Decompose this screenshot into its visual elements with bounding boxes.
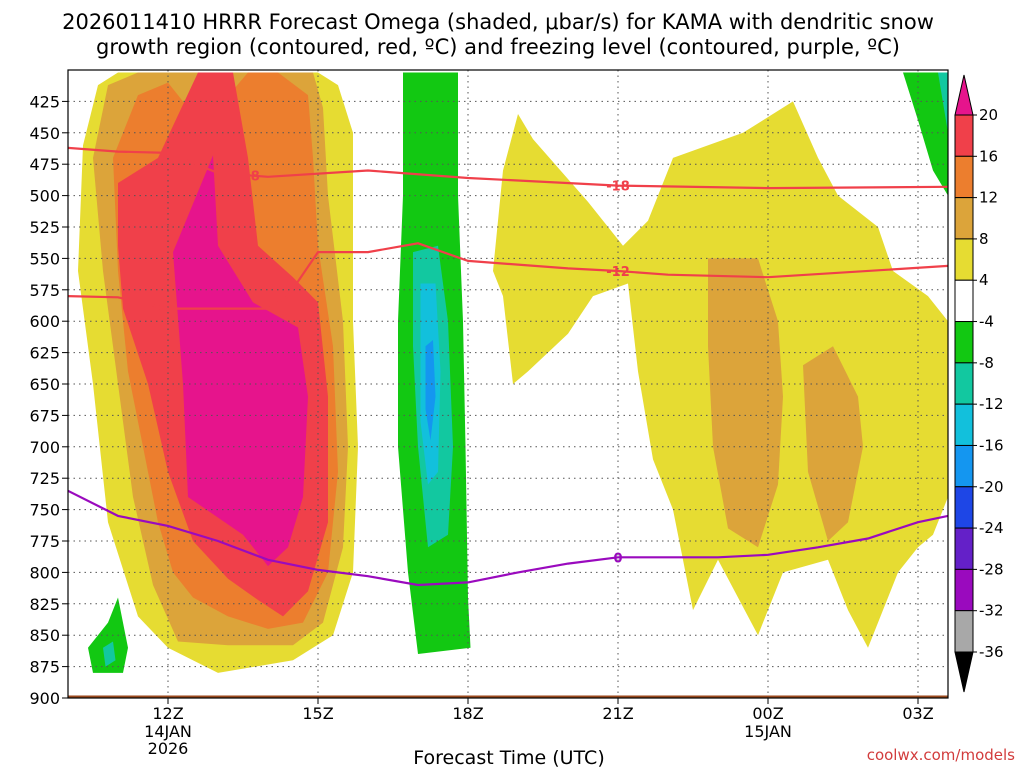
colorbar-label: -24 [979,519,1004,537]
colorbar-over-arrow [954,74,974,116]
colorbar-label: -4 [979,313,994,331]
x-tick-label-21Z: 21Z [602,704,633,723]
shade-omega-ge-8-late [708,258,783,548]
colorbar-band [954,486,974,529]
x-tick-label-18Z: 18Z [452,704,483,723]
y-tick-label-650: 650 [29,375,60,394]
x-tick-sublabel: 15JAN [744,722,792,741]
y-tick-label-575: 575 [29,281,60,300]
x-tick-label-03Z: 03Z [902,704,933,723]
contour-label-freezing-level-0: 0 [613,551,622,566]
plot-content: -18 -18 -12 -1 0 [68,70,948,698]
y-tick-label-775: 775 [29,532,60,551]
colorbar: 20 16 12 8 4 -4 -8 -12 -16 -20 -24 -28 -32 -36 [954,74,1004,693]
colorbar-band [954,238,974,281]
plot-area: -18 -18 -12 -1 0 425 450 475 500 525 550 575 600 625 6… [29,69,949,758]
contour-dendritic-minus12 [68,242,948,310]
colorbar-label: 20 [979,106,998,124]
colorbar-label: -36 [979,643,1004,661]
y-tick-label-825: 825 [29,595,60,614]
y-tick-label-900: 900 [29,689,60,708]
credit-text: coolwx.com/models [867,746,1015,764]
y-tick-label-625: 625 [29,344,60,363]
contour-freezing-level-0 [68,489,948,587]
x-tick-label-00Z: 00Z [752,704,783,723]
y-tick-label-675: 675 [29,406,60,425]
colorbar-band [954,527,974,570]
colorbar-label: 4 [979,271,989,289]
colorbar-band [954,197,974,240]
colorbar-label: -20 [979,478,1004,496]
contour-label-dendritic-minus12: -1 [151,300,165,315]
contour-label-dendritic-minus18: -18 [606,180,630,195]
colorbar-label: 8 [979,230,989,248]
x-tick-sublabel: 14JAN [144,722,192,741]
colorbar-label: -16 [979,436,1004,454]
y-tick-label-800: 800 [29,563,60,582]
shade-omega-ge-8-late2 [803,346,863,541]
ground-band [68,695,948,698]
colorbar-label: -8 [979,354,994,372]
y-tick-label-750: 750 [29,501,60,520]
y-tick-label-450: 450 [29,124,60,143]
y-tick-label-475: 475 [29,155,60,174]
colorbar-label: -12 [979,395,1004,413]
x-tick-sublabel: 2026 [148,739,189,758]
colorbar-label: -32 [979,602,1004,620]
shade-omega-le-m16 [425,340,436,441]
colorbar-band [954,114,974,157]
contour-label-dendritic-minus18: -18 [236,169,260,184]
chart-title-line-2: growth region (contoured, red, ºC) and f… [96,35,900,59]
colorbar-label: -28 [979,560,1004,578]
colorbar-band [954,568,974,612]
y-tick-label-600: 600 [29,312,60,331]
colorbar-under-arrow [954,651,974,693]
x-tick-label-12Z: 12Z [152,704,183,723]
colorbar-band [954,444,974,488]
y-tick-label-700: 700 [29,438,60,457]
colorbar-band [954,321,974,364]
shade-omega-le-m4-topright [903,72,948,196]
y-tick-label-875: 875 [29,658,60,677]
shade-omega-le-m8-lowleft [103,641,116,667]
colorbar-band [954,403,974,446]
y-tick-label-725: 725 [29,469,60,488]
colorbar-band [954,155,974,199]
colorbar-band [954,362,974,405]
colorbar-band [954,610,974,653]
y-tick-label-500: 500 [29,187,60,206]
x-tick-label-15Z: 15Z [302,704,333,723]
y-tick-label-850: 850 [29,626,60,645]
colorbar-label: 16 [979,147,998,165]
colorbar-label: 12 [979,189,998,207]
contour-dendritic-minus18 [68,146,948,190]
contour-label-dendritic-minus12: -12 [606,265,630,280]
shade-omega-le-m8-topright [938,72,948,133]
y-tick-label-550: 550 [29,249,60,268]
y-tick-label-425: 425 [29,92,60,111]
chart-title-line-1: 2026011410 HRRR Forecast Omega (shaded, … [62,10,934,34]
colorbar-band [954,279,974,323]
x-axis-label: Forecast Time (UTC) [413,747,604,768]
y-tick-label-525: 525 [29,218,60,237]
